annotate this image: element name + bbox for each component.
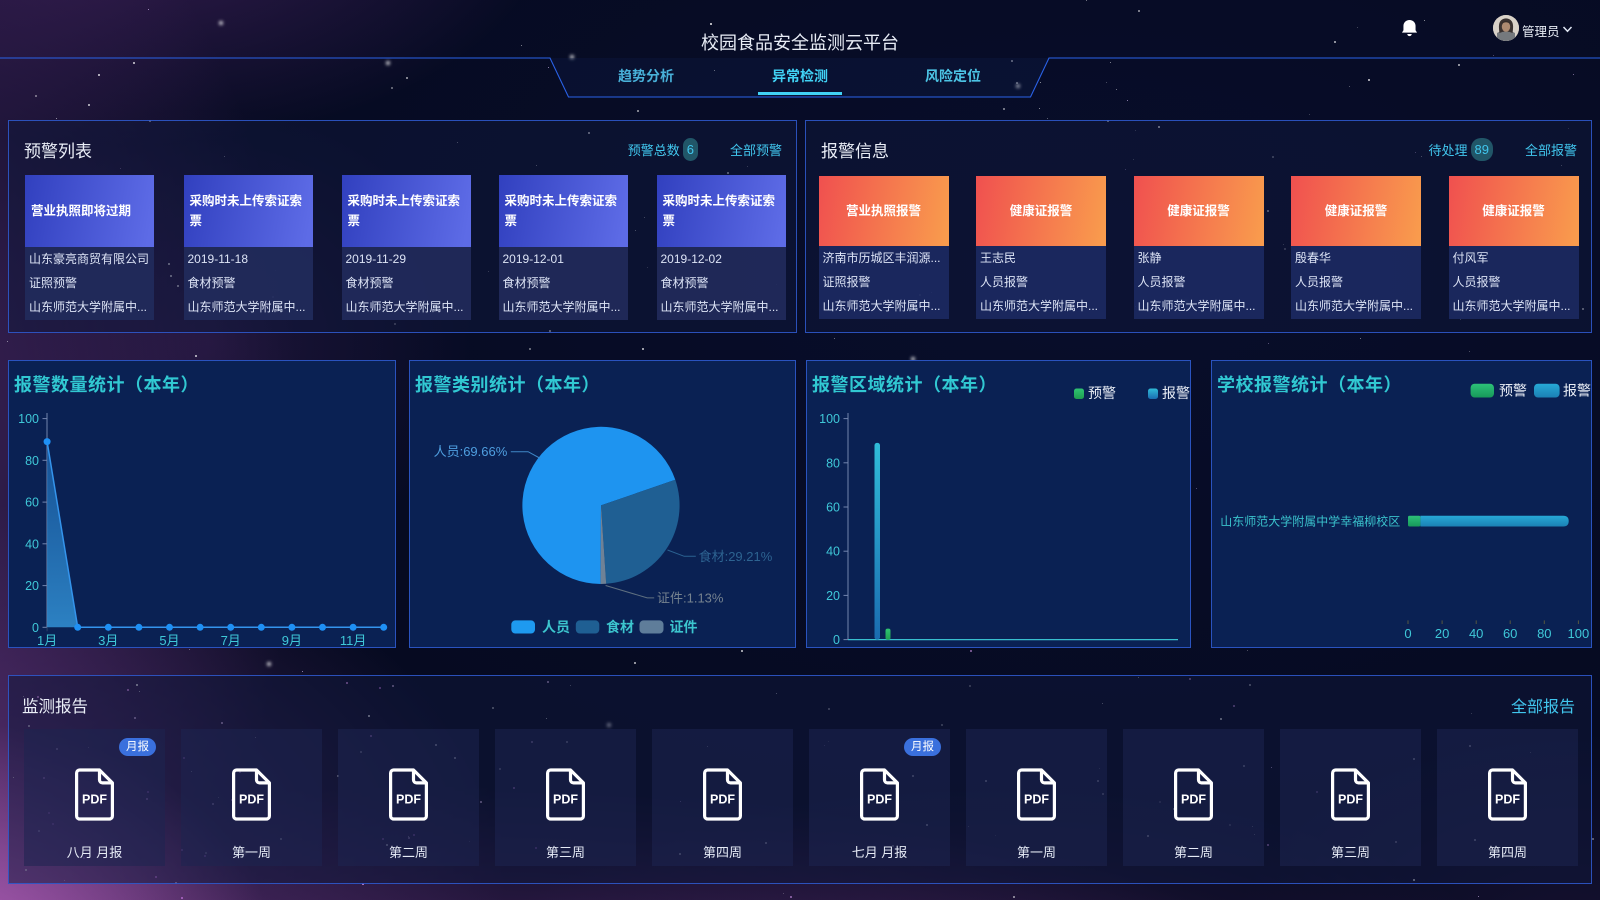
svg-text:PDF: PDF — [1495, 793, 1520, 807]
svg-text:5月: 5月 — [159, 633, 179, 647]
svg-text:PDF: PDF — [1338, 793, 1363, 807]
svg-text:80: 80 — [1537, 626, 1551, 641]
svg-text:报警: 报警 — [1162, 385, 1190, 401]
svg-text:证件:1.13%: 证件:1.13% — [657, 591, 724, 606]
svg-text:人员:69.66%: 人员:69.66% — [434, 444, 508, 459]
svg-text:预警: 预警 — [1088, 385, 1116, 401]
svg-text:PDF: PDF — [1181, 793, 1206, 807]
svg-text:80: 80 — [25, 454, 39, 468]
svg-text:PDF: PDF — [710, 793, 735, 807]
svg-text:60: 60 — [826, 501, 840, 515]
svg-text:0: 0 — [833, 633, 840, 647]
svg-text:0: 0 — [1404, 626, 1411, 641]
svg-text:1月: 1月 — [37, 633, 57, 647]
svg-text:40: 40 — [1469, 626, 1483, 641]
svg-text:0: 0 — [32, 621, 39, 635]
svg-text:PDF: PDF — [239, 793, 264, 807]
svg-text:20: 20 — [25, 579, 39, 593]
svg-text:预警: 预警 — [1499, 383, 1527, 399]
svg-text:60: 60 — [25, 496, 39, 510]
svg-text:PDF: PDF — [1024, 793, 1049, 807]
svg-text:PDF: PDF — [553, 793, 578, 807]
svg-text:40: 40 — [826, 545, 840, 559]
svg-text:证件: 证件 — [670, 619, 698, 635]
svg-text:PDF: PDF — [82, 793, 107, 807]
svg-text:食材: 食材 — [606, 619, 634, 635]
svg-text:80: 80 — [826, 456, 840, 470]
svg-text:山东师范大学附属中学幸福柳校区: 山东师范大学附属中学幸福柳校区 — [1220, 513, 1400, 528]
svg-text:100: 100 — [819, 412, 840, 426]
svg-text:食材:29.21%: 食材:29.21% — [699, 549, 773, 564]
svg-text:40: 40 — [25, 537, 39, 551]
svg-text:100: 100 — [1568, 626, 1590, 641]
svg-text:11月: 11月 — [340, 633, 367, 647]
svg-text:100: 100 — [18, 412, 39, 426]
svg-text:3月: 3月 — [98, 633, 118, 647]
svg-text:20: 20 — [826, 589, 840, 603]
svg-text:9月: 9月 — [282, 633, 302, 647]
svg-text:报警: 报警 — [1563, 383, 1591, 399]
svg-text:PDF: PDF — [396, 793, 421, 807]
svg-text:20: 20 — [1435, 626, 1449, 641]
svg-text:60: 60 — [1503, 626, 1517, 641]
svg-text:7月: 7月 — [221, 633, 241, 647]
svg-text:人员: 人员 — [542, 619, 570, 635]
svg-text:PDF: PDF — [867, 793, 892, 807]
